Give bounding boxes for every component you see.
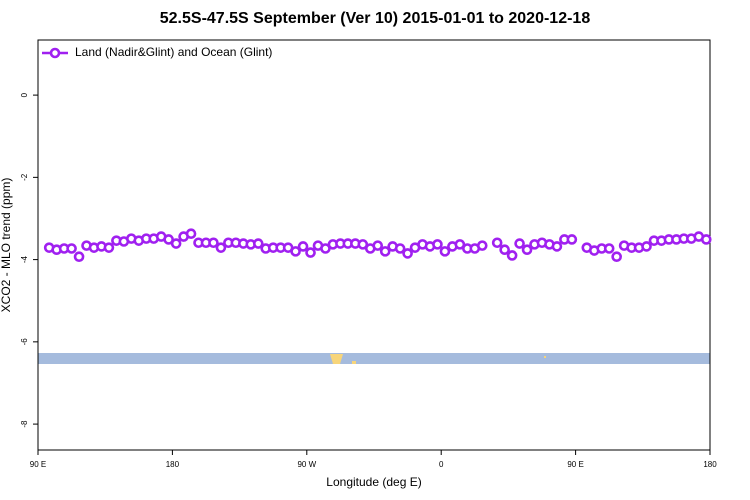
- legend-marker: [49, 47, 61, 59]
- point: [551, 241, 563, 252]
- chart-title: 52.5S-47.5S September (Ver 10) 2015-01-0…: [160, 10, 591, 27]
- point: [66, 243, 77, 254]
- y-tick-label: -8: [20, 420, 29, 428]
- point: [103, 242, 115, 253]
- point: [320, 243, 331, 254]
- map-strip: [38, 353, 710, 364]
- point: [603, 243, 615, 254]
- point: [185, 228, 197, 239]
- point: [297, 241, 309, 252]
- point: [514, 238, 525, 249]
- point: [357, 239, 369, 250]
- x-tick-label: 90 E: [30, 460, 46, 469]
- point: [394, 243, 406, 254]
- x-tick-label: 90 W: [297, 460, 316, 469]
- point: [170, 238, 182, 249]
- x-tick-label: 180: [166, 460, 180, 469]
- point: [521, 244, 533, 256]
- land-patch: [330, 354, 343, 364]
- point: [700, 234, 712, 245]
- point: [454, 239, 466, 250]
- point: [402, 248, 413, 259]
- point: [73, 251, 85, 263]
- plot-frame: [37, 39, 711, 451]
- point: [611, 251, 622, 263]
- point: [476, 240, 488, 251]
- x-tick-label: 0: [439, 460, 444, 469]
- land-patch: [352, 361, 356, 364]
- y-tick-label: -2: [20, 173, 29, 181]
- point: [305, 247, 316, 258]
- point: [439, 246, 451, 257]
- point: [163, 234, 174, 245]
- point: [499, 244, 510, 256]
- point: [491, 237, 503, 249]
- land-patch: [544, 356, 546, 358]
- y-tick-label: -6: [20, 338, 29, 346]
- legend-label: Land (Nadir&Glint) and Ocean (Glint): [75, 45, 272, 59]
- point: [641, 241, 652, 252]
- point: [506, 250, 518, 261]
- point: [215, 242, 227, 253]
- ocean-strip: [38, 353, 710, 364]
- point: [252, 238, 264, 249]
- point: [566, 234, 578, 245]
- point: [432, 239, 443, 250]
- y-tick-label: -4: [20, 255, 29, 263]
- point: [208, 237, 219, 249]
- point: [372, 240, 384, 251]
- y-axis-label: XCO2 - MLO trend (ppm): [0, 178, 13, 313]
- x-tick-label: 180: [703, 460, 717, 469]
- x-axis-label: Longitude (deg E): [326, 475, 421, 489]
- y-tick-label: 0: [20, 92, 29, 97]
- point: [290, 246, 301, 257]
- point: [379, 246, 391, 257]
- x-tick-label: 90 E: [567, 460, 583, 469]
